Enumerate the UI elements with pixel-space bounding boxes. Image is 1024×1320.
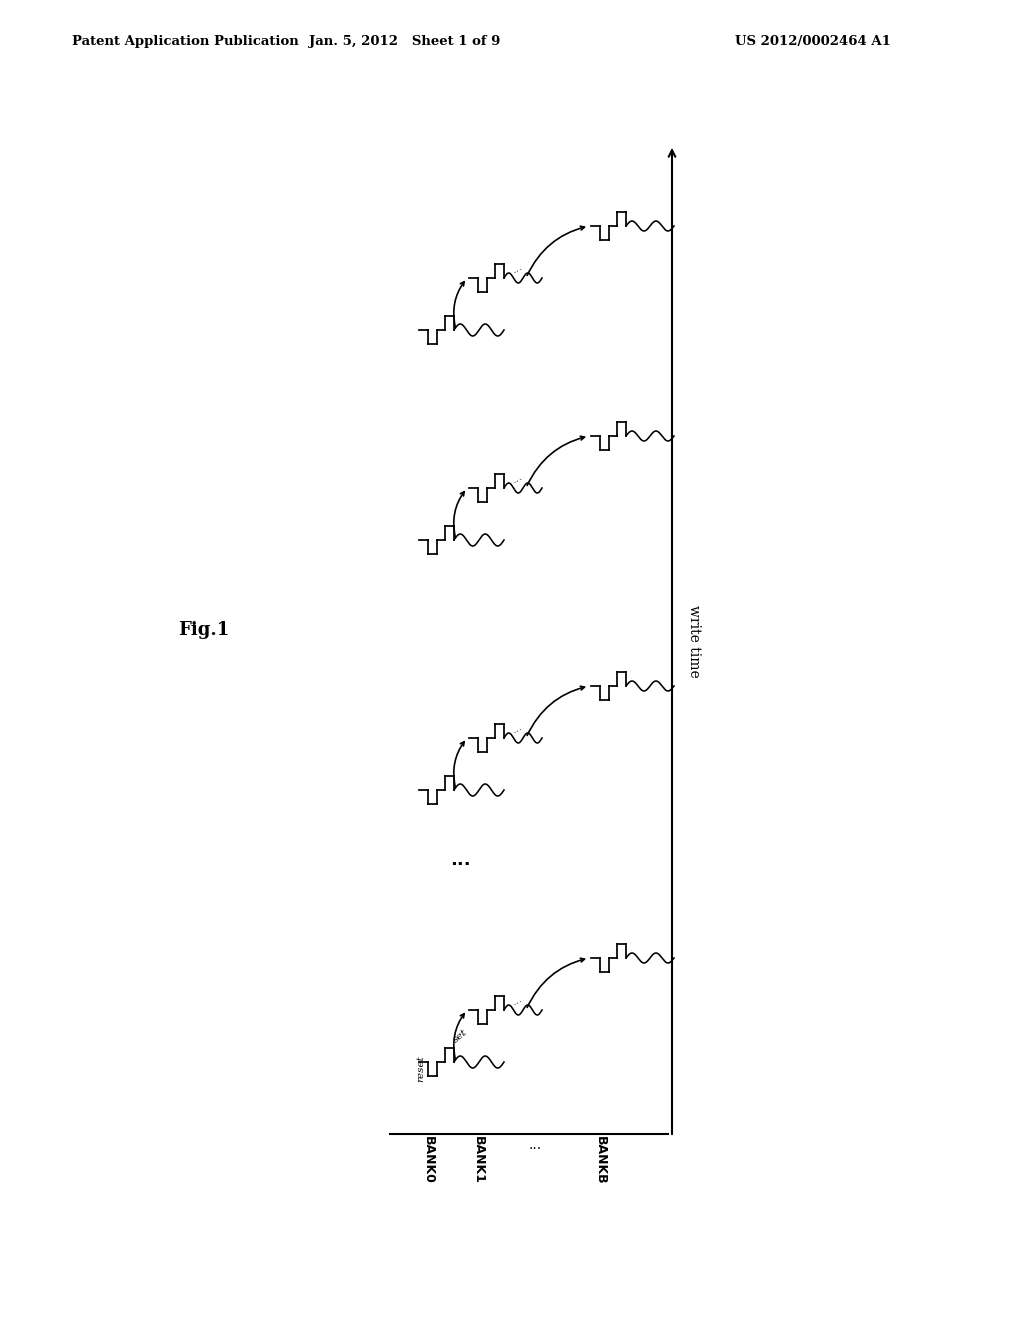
Text: Fig.1: Fig.1 (178, 620, 229, 639)
Text: ...: ... (510, 721, 524, 735)
Text: BANKB: BANKB (594, 1137, 606, 1184)
Text: US 2012/0002464 A1: US 2012/0002464 A1 (735, 36, 891, 49)
Text: ...: ... (510, 993, 524, 1007)
Text: ...: ... (510, 471, 524, 484)
Text: Patent Application Publication: Patent Application Publication (72, 36, 299, 49)
Text: Jan. 5, 2012   Sheet 1 of 9: Jan. 5, 2012 Sheet 1 of 9 (309, 36, 501, 49)
Text: BANK0: BANK0 (422, 1137, 434, 1184)
Text: write time: write time (687, 605, 701, 677)
Text: ...: ... (528, 1138, 542, 1152)
Text: BANK1: BANK1 (471, 1137, 484, 1184)
Text: set: set (452, 1028, 469, 1045)
Text: ...: ... (450, 851, 470, 869)
Text: ...: ... (510, 261, 524, 275)
Text: reset: reset (416, 1056, 425, 1082)
